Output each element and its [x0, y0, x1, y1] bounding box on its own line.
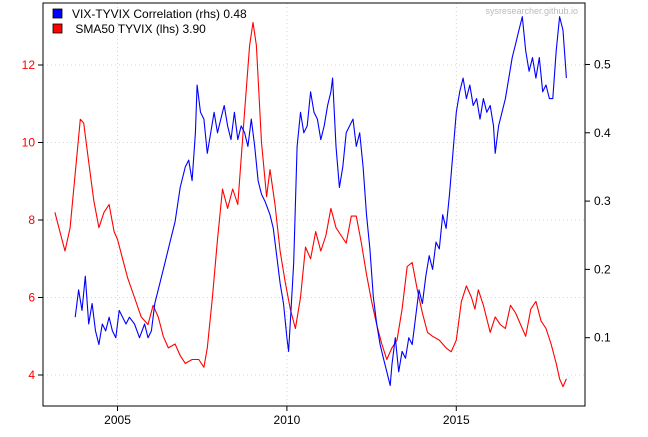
y-left-tick-label: 10	[22, 136, 36, 150]
y-left-tick-label: 6	[28, 291, 35, 305]
plot-frame	[42, 2, 586, 407]
legend-entry-label: SMA50 TYVIX (lhs) 3.90	[72, 22, 206, 36]
legend-swatch	[52, 23, 63, 34]
y-left-tick-label: 12	[22, 58, 36, 72]
sma50-tyvix-line	[54, 21, 567, 388]
y-right-tick-label: 0.2	[594, 262, 611, 276]
x-tick-label: 2010	[274, 413, 301, 427]
y-left-tick-label: 4	[28, 368, 35, 382]
x-tick-label: 2015	[443, 413, 470, 427]
series-layer	[54, 16, 567, 388]
watermark-text: sysresearcher.github.io	[485, 6, 578, 16]
grid-layer	[43, 3, 585, 406]
legend-swatch	[52, 8, 63, 19]
y-right-tick-label: 0.3	[594, 194, 611, 208]
y-right-tick-label: 0.4	[594, 126, 611, 140]
x-tick-label: 2005	[104, 413, 131, 427]
axes-layer: 2005 2010 2015 4 6 8 10 12 0.1 0.2 0.3 0.4 0.5	[22, 2, 611, 427]
y-right-tick-label: 0.1	[594, 331, 611, 345]
vix-tyvix-correlation-line	[74, 16, 567, 387]
y-right-tick-label: 0.5	[594, 57, 611, 71]
legend-entry-label: VIX-TYVIX Correlation (rhs) 0.48	[72, 7, 247, 21]
y-left-tick-label: 8	[28, 213, 35, 227]
legend: VIX-TYVIX Correlation (rhs) 0.48 SMA50 T…	[52, 7, 247, 36]
